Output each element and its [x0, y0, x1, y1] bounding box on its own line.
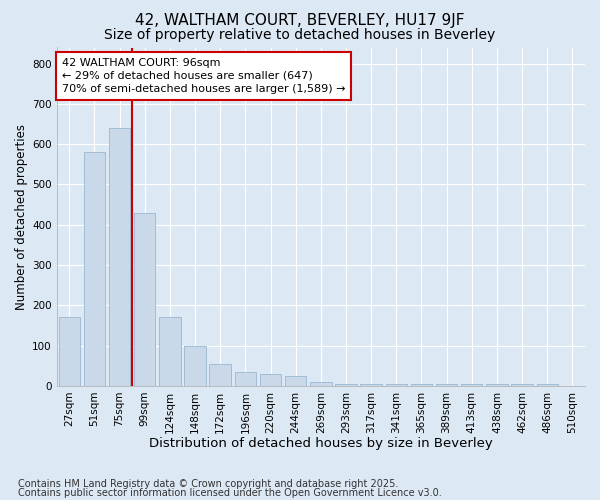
- Bar: [59, 318, 80, 386]
- Text: 42, WALTHAM COURT, BEVERLEY, HU17 9JF: 42, WALTHAM COURT, BEVERLEY, HU17 9JF: [135, 12, 465, 28]
- Bar: [285, 376, 307, 386]
- Text: Contains HM Land Registry data © Crown copyright and database right 2025.: Contains HM Land Registry data © Crown c…: [18, 479, 398, 489]
- Bar: [159, 318, 181, 386]
- Bar: [511, 384, 533, 386]
- Bar: [486, 384, 508, 386]
- Bar: [310, 382, 332, 386]
- Bar: [184, 346, 206, 386]
- Bar: [260, 374, 281, 386]
- Bar: [235, 372, 256, 386]
- Bar: [411, 384, 432, 386]
- Bar: [461, 384, 482, 386]
- Bar: [209, 364, 231, 386]
- Text: 42 WALTHAM COURT: 96sqm
← 29% of detached houses are smaller (647)
70% of semi-d: 42 WALTHAM COURT: 96sqm ← 29% of detache…: [62, 58, 346, 94]
- Bar: [109, 128, 130, 386]
- Bar: [536, 384, 558, 386]
- Bar: [361, 384, 382, 386]
- Bar: [436, 384, 457, 386]
- X-axis label: Distribution of detached houses by size in Beverley: Distribution of detached houses by size …: [149, 437, 493, 450]
- Bar: [134, 212, 155, 386]
- Bar: [335, 384, 356, 386]
- Text: Contains public sector information licensed under the Open Government Licence v3: Contains public sector information licen…: [18, 488, 442, 498]
- Text: Size of property relative to detached houses in Beverley: Size of property relative to detached ho…: [104, 28, 496, 42]
- Bar: [386, 384, 407, 386]
- Y-axis label: Number of detached properties: Number of detached properties: [15, 124, 28, 310]
- Bar: [83, 152, 105, 386]
